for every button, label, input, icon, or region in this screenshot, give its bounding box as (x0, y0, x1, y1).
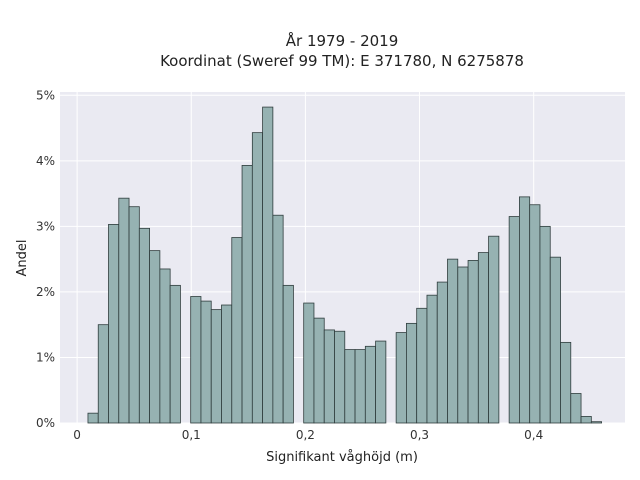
histogram-bar (334, 330, 346, 424)
y-tick-label: 0% (36, 416, 55, 430)
histogram-bar (426, 294, 438, 424)
histogram-bar (169, 284, 181, 424)
histogram-bar (447, 258, 459, 424)
histogram-bar (477, 252, 489, 424)
histogram-bar (519, 196, 531, 424)
histogram-bar (539, 225, 551, 424)
x-tick-label: 0,2 (296, 428, 315, 442)
histogram-bar (313, 317, 325, 424)
histogram-bar (570, 393, 582, 424)
histogram-bar (282, 284, 294, 424)
histogram-bar (580, 416, 592, 424)
histogram-bar (272, 214, 284, 424)
x-tick-label: 0 (73, 428, 81, 442)
histogram-bar (344, 349, 356, 424)
histogram-bar (549, 256, 561, 424)
chart-title-line-2: Koordinat (Sweref 99 TM): E 371780, N 62… (160, 52, 524, 70)
histogram-bar (529, 204, 541, 424)
chart-title-line-1: År 1979 - 2019 (286, 31, 399, 50)
histogram-bar (262, 106, 274, 424)
x-tick-label: 0,3 (410, 428, 429, 442)
histogram-bar (97, 324, 109, 424)
histogram-bar (323, 329, 335, 424)
y-tick-label: 2% (36, 285, 55, 299)
histogram-bar (138, 227, 151, 424)
y-tick-labels: 0% 1% 2% 3% 4% 5% (36, 88, 55, 430)
y-tick-label: 4% (36, 154, 55, 168)
x-tick-labels: 0 0,1 0,2 0,3 0,4 (73, 428, 543, 442)
histogram-bar (159, 268, 171, 424)
histogram-bar (87, 412, 99, 424)
histogram-bar (190, 296, 202, 424)
y-tick-label: 1% (36, 350, 55, 364)
histogram-bar (406, 322, 418, 424)
histogram-bar (221, 304, 233, 424)
histogram-bar (508, 216, 520, 424)
histogram-bar (354, 349, 366, 424)
y-tick-label: 3% (36, 219, 55, 233)
y-axis-label: Andel (15, 240, 30, 277)
x-tick-label: 0,1 (182, 428, 201, 442)
histogram-bar (590, 421, 603, 424)
histogram-bar (364, 345, 376, 424)
histogram-bar (251, 132, 264, 424)
histogram-bar (149, 250, 161, 424)
histogram-bar (241, 165, 253, 424)
histogram-bar (108, 223, 120, 424)
histogram-bar (303, 302, 315, 424)
histogram-bar (200, 300, 212, 424)
x-axis-label: Signifikant våghöjd (m) (266, 450, 418, 465)
histogram-bar (118, 197, 130, 424)
histogram-bar (436, 281, 448, 424)
histogram-bar (210, 309, 222, 424)
histogram-bar (488, 235, 500, 424)
histogram-bar (416, 307, 428, 424)
histogram-bar (560, 341, 572, 424)
histogram-bar (128, 206, 140, 424)
x-tick-label: 0,4 (524, 428, 543, 442)
y-tick-label: 5% (36, 88, 55, 102)
histogram-bar (457, 266, 469, 424)
histogram-bar (467, 260, 479, 424)
histogram-bar (231, 237, 243, 424)
histogram-bar (375, 340, 387, 424)
bars (87, 106, 603, 424)
histogram-bar (395, 332, 407, 424)
